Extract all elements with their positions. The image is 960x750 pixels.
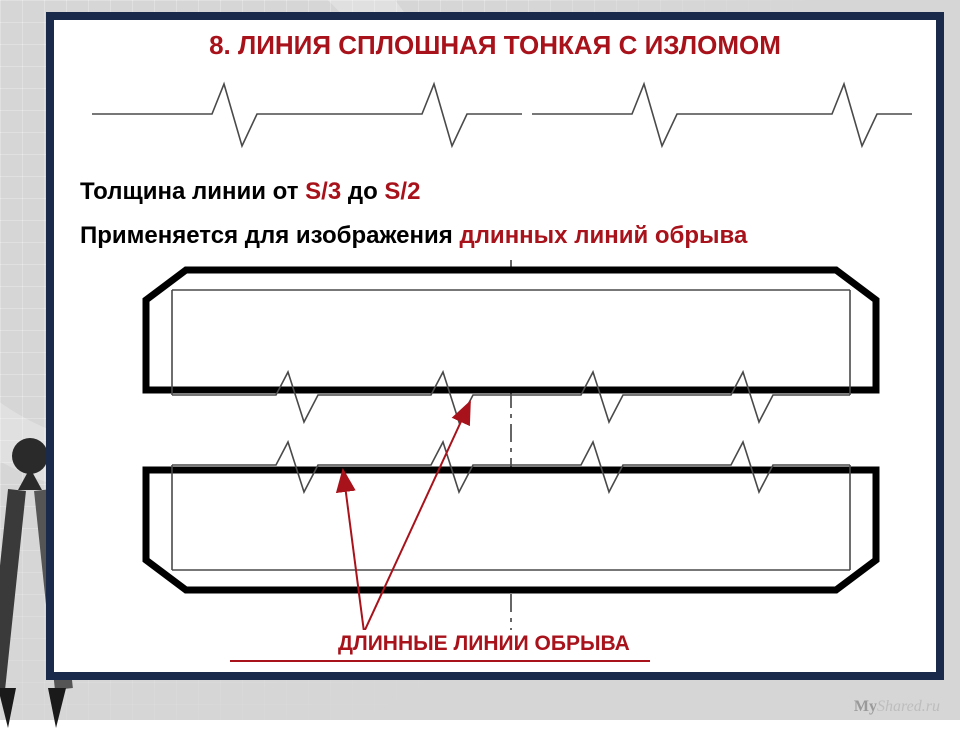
usage-prefix: Применяется для изображения xyxy=(80,222,459,249)
watermark-shared: Shared xyxy=(877,698,922,715)
thickness-text: Толщина линии от S/3 до S/2 xyxy=(80,178,420,206)
watermark-my: My xyxy=(854,698,877,715)
thickness-mid: до xyxy=(341,178,384,205)
thickness-s3: S/3 xyxy=(305,178,341,205)
drawing-caption: ДЛИННЫЕ ЛИНИИ ОБРЫВА xyxy=(338,632,630,656)
technical-drawing xyxy=(136,260,886,630)
thickness-prefix: Толщина линии от xyxy=(80,178,305,205)
sample-break-line xyxy=(92,74,912,164)
caption-underline xyxy=(230,660,650,662)
watermark: MyShared.ru xyxy=(854,698,940,716)
usage-text: Применяется для изображения длинных лини… xyxy=(80,222,747,250)
thickness-s2: S/2 xyxy=(384,178,420,205)
watermark-ru: .ru xyxy=(922,698,940,715)
slide-title: 8. ЛИНИЯ СПЛОШНАЯ ТОНКАЯ С ИЗЛОМОМ xyxy=(54,30,936,61)
usage-highlight: длинных линий обрыва xyxy=(459,222,747,249)
slide-frame: 8. ЛИНИЯ СПЛОШНАЯ ТОНКАЯ С ИЗЛОМОМ Толщи… xyxy=(46,12,944,680)
